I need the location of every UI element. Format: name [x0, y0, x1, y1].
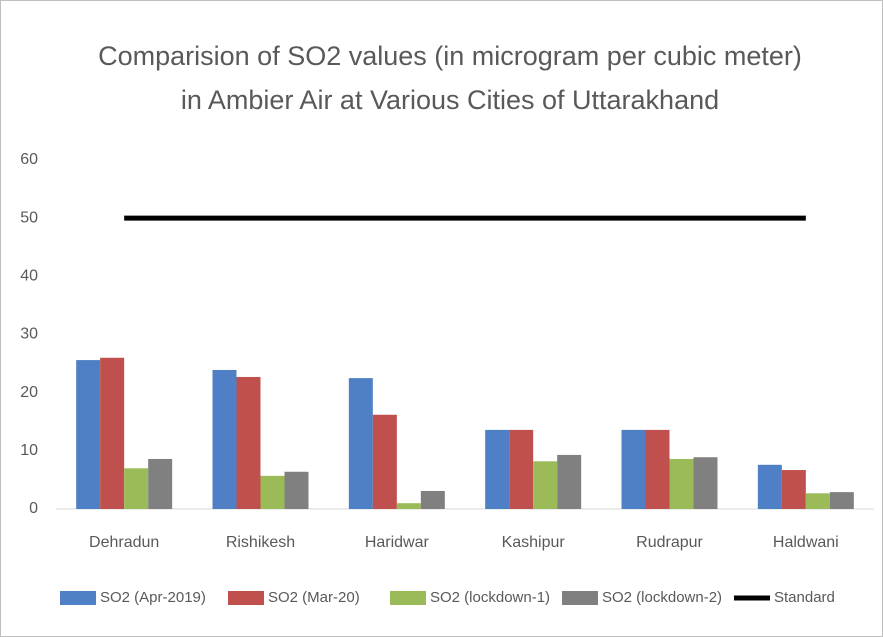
legend-label: SO2 (lockdown-2) [602, 589, 722, 606]
y-tick-label: 50 [20, 209, 38, 226]
bar [693, 457, 718, 509]
legend-swatch [562, 591, 598, 605]
y-tick-label: 30 [20, 326, 38, 343]
legend-label: SO2 (Apr-2019) [100, 589, 206, 606]
bar [148, 458, 173, 509]
legend-label: Standard [774, 589, 835, 606]
x-tick-label: Haridwar [365, 534, 430, 551]
x-tick-label: Haldwani [773, 534, 839, 551]
y-tick-label: 60 [20, 151, 38, 168]
legend-swatch [228, 591, 264, 605]
bar [621, 429, 646, 509]
x-tick-label: Kashipur [502, 534, 566, 551]
x-tick-label: Rudrapur [636, 534, 703, 551]
bar [236, 376, 261, 509]
bar [396, 503, 421, 509]
x-tick-label: Rishikesh [226, 534, 295, 551]
bar [100, 357, 125, 509]
bar [829, 492, 854, 509]
x-tick-label: Dehradun [89, 534, 159, 551]
bar [420, 490, 445, 509]
bar [781, 470, 806, 509]
bar [645, 429, 670, 509]
bar [76, 360, 101, 509]
bar [757, 464, 782, 509]
legend-swatch [390, 591, 426, 605]
y-tick-label: 20 [20, 384, 38, 401]
bar [260, 475, 285, 509]
y-tick-label: 10 [20, 442, 38, 459]
bar [284, 471, 309, 509]
bar [124, 468, 149, 509]
legend-label: SO2 (lockdown-1) [430, 589, 550, 606]
legend-label: SO2 (Mar-20) [268, 589, 360, 606]
bar [509, 429, 534, 509]
bar [372, 414, 397, 509]
bar [212, 369, 237, 509]
bar [348, 378, 373, 509]
bar [805, 493, 830, 509]
bar [669, 458, 694, 509]
chart-title: Comparision of SO2 values (in microgram … [98, 41, 802, 71]
y-tick-label: 40 [20, 268, 38, 285]
bar [533, 461, 558, 509]
legend-swatch [60, 591, 96, 605]
chart-title: in Ambier Air at Various Cities of Uttar… [181, 85, 719, 115]
y-tick-label: 0 [29, 500, 38, 517]
bar [485, 429, 510, 509]
bar [557, 454, 582, 509]
